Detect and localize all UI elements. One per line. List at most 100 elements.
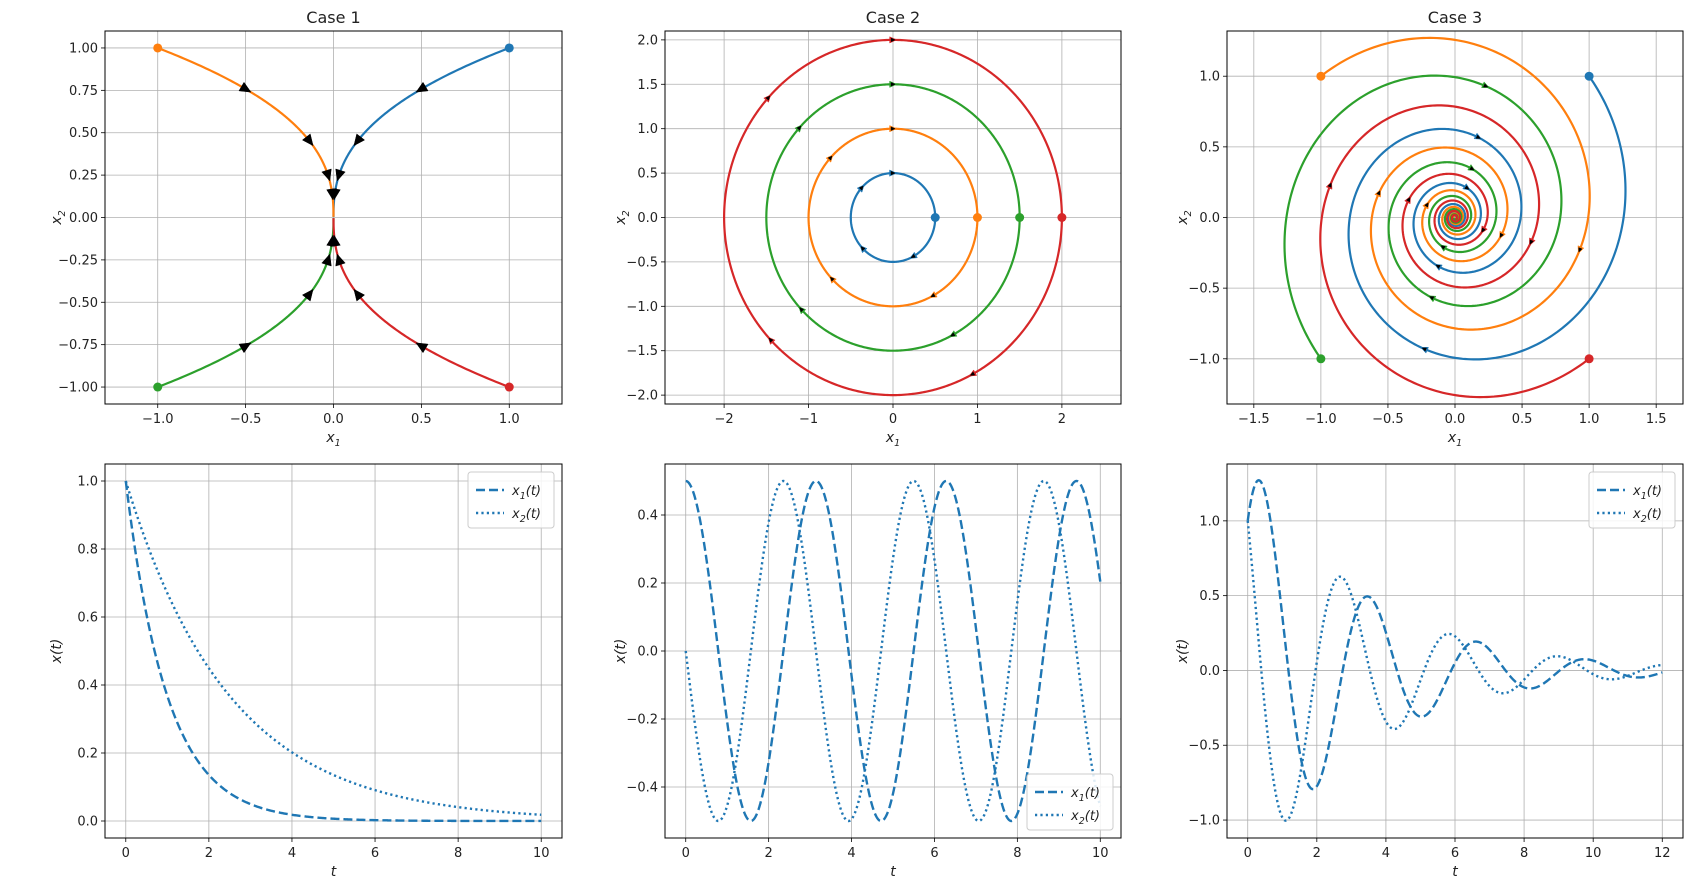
- direction-arrow: [353, 288, 366, 302]
- legend-label-1: x1(t): [1632, 484, 1662, 502]
- y-tick-label: 1.0: [77, 475, 98, 490]
- y-tick-label: 1.00: [69, 41, 98, 56]
- x-tick-label: 2: [1313, 846, 1321, 861]
- axes-frame: [1226, 463, 1684, 839]
- direction-arrow: [301, 133, 314, 147]
- x-tick-label: 1: [973, 412, 981, 427]
- y-tick-label: 0.2: [77, 747, 98, 762]
- direction-arrow: [969, 371, 976, 376]
- legend-label-1: x1(t): [511, 484, 541, 502]
- x-tick-label: −2: [715, 412, 734, 427]
- direction-arrow: [335, 168, 346, 182]
- y-tick-label: 0.4: [637, 509, 658, 524]
- y-tick-label: 0.0: [77, 815, 98, 830]
- x-tick-label: 2: [205, 846, 213, 861]
- y-tick-label: 1.0: [1199, 514, 1220, 529]
- x-tick-label: 10: [533, 846, 550, 861]
- legend-box: [1026, 773, 1114, 831]
- direction-arrow: [890, 126, 896, 131]
- trajectory-4: [723, 38, 1063, 397]
- subplot-5: 0 2 4 6 8 10 −0.4 −0.2 0.0 0.2 0.4 t x(t) x1(t) x2(t): [613, 463, 1122, 880]
- plot-area: [1246, 479, 1663, 822]
- y-tick-label: −1.00: [58, 381, 98, 396]
- start-marker-2: [153, 43, 163, 53]
- trajectory-3: [765, 83, 1021, 352]
- x-tick-label: 0: [1244, 846, 1252, 861]
- direction-arrow: [415, 342, 429, 354]
- x-tick-label: 8: [1520, 846, 1528, 861]
- legend-box: [467, 471, 555, 529]
- series-line-2: [124, 480, 542, 816]
- direction-arrow: [1469, 166, 1475, 171]
- trajectory-2: [157, 46, 335, 217]
- subplot-1: −1.0 −0.5 0.0 0.5 1.0 −1.00 −0.75 −0.50 −0.25 0.0…: [49, 8, 563, 449]
- axes-frame: [1226, 30, 1684, 405]
- x-tick-label: 0.0: [323, 412, 344, 427]
- x-tick-label: 0.5: [1512, 412, 1533, 427]
- start-marker-3: [1015, 213, 1025, 222]
- x-axis-label: x1: [885, 430, 900, 449]
- legend-label-1: x1(t): [1070, 786, 1100, 804]
- direction-arrow: [238, 342, 252, 354]
- x-tick-label: 4: [1382, 846, 1390, 861]
- y-tick-label: −1.0: [1188, 814, 1220, 829]
- start-marker-1: [504, 43, 514, 53]
- subplot-2: −2 −1 0 1 2 −2.0 −1.5 −1.0 −0.5 0.0 0.5 1.0 1.5 2.0 Ca…: [613, 8, 1122, 449]
- direction-arrow: [1406, 196, 1411, 203]
- legend: x1(t) x2(t): [467, 471, 555, 529]
- direction-arrow: [1578, 247, 1583, 253]
- y-tick-label: −1.0: [1188, 352, 1220, 367]
- y-tick-label: 0.0: [1199, 211, 1220, 226]
- x-tick-label: 10: [1585, 846, 1602, 861]
- direction-arrow: [1421, 347, 1427, 352]
- subplot-6: 0 2 4 6 8 10 12 −1.0 −0.5 0.0 0.5 1.0 t x(t) x1(t) x2(t…: [1175, 463, 1684, 880]
- x-tick-label: −1.5: [1238, 412, 1270, 427]
- x-tick-label: −1.0: [1305, 412, 1337, 427]
- y-tick-label: −0.2: [626, 713, 658, 728]
- direction-arrow: [1435, 264, 1441, 269]
- y-tick-label: −0.4: [626, 781, 658, 796]
- direction-arrow: [238, 81, 252, 93]
- y-tick-label: 0.0: [637, 645, 658, 660]
- start-marker-4: [1057, 213, 1067, 222]
- y-tick-label: −0.5: [626, 255, 658, 270]
- direction-arrow: [353, 133, 366, 147]
- start-marker-3: [1316, 354, 1326, 364]
- direction-arrow: [1440, 245, 1446, 250]
- direction-arrow: [1483, 83, 1489, 88]
- direction-arrow: [890, 170, 896, 176]
- direction-arrow: [301, 288, 314, 302]
- legend: x1(t) x2(t): [1026, 773, 1114, 831]
- y-axis-label: x(t): [613, 639, 629, 665]
- direction-arrow: [796, 125, 802, 131]
- x-tick-label: 4: [288, 846, 296, 861]
- x-tick-label: 0.5: [411, 412, 432, 427]
- direction-arrow: [1481, 227, 1486, 233]
- x-axis-label: t: [890, 864, 896, 880]
- start-marker-3: [153, 382, 163, 392]
- x-tick-label: 1.0: [1579, 412, 1600, 427]
- direction-arrow: [829, 276, 835, 282]
- y-tick-label: 1.0: [637, 122, 658, 137]
- chart-title: Case 2: [866, 8, 920, 27]
- direction-arrow: [1529, 239, 1534, 245]
- start-marker-2: [972, 213, 982, 222]
- direction-arrow: [827, 155, 833, 161]
- series-line-1: [124, 480, 542, 823]
- x-tick-label: −0.5: [230, 412, 262, 427]
- plot-area: [124, 480, 542, 823]
- plot-area: [684, 479, 1102, 823]
- x-tick-label: 12: [1654, 846, 1671, 861]
- x-tick-label: 1.0: [499, 412, 520, 427]
- x-tick-label: 6: [371, 846, 379, 861]
- start-marker-2: [1316, 71, 1326, 81]
- legend-label-2: x2(t): [511, 507, 541, 525]
- direction-arrow: [1424, 202, 1429, 208]
- y-tick-label: 0.75: [69, 84, 98, 99]
- legend-label-2: x2(t): [1632, 507, 1662, 525]
- y-axis-label: x(t): [1175, 639, 1191, 665]
- direction-arrow: [321, 168, 332, 182]
- y-tick-label: 2.0: [637, 33, 658, 48]
- start-marker-4: [1584, 354, 1594, 364]
